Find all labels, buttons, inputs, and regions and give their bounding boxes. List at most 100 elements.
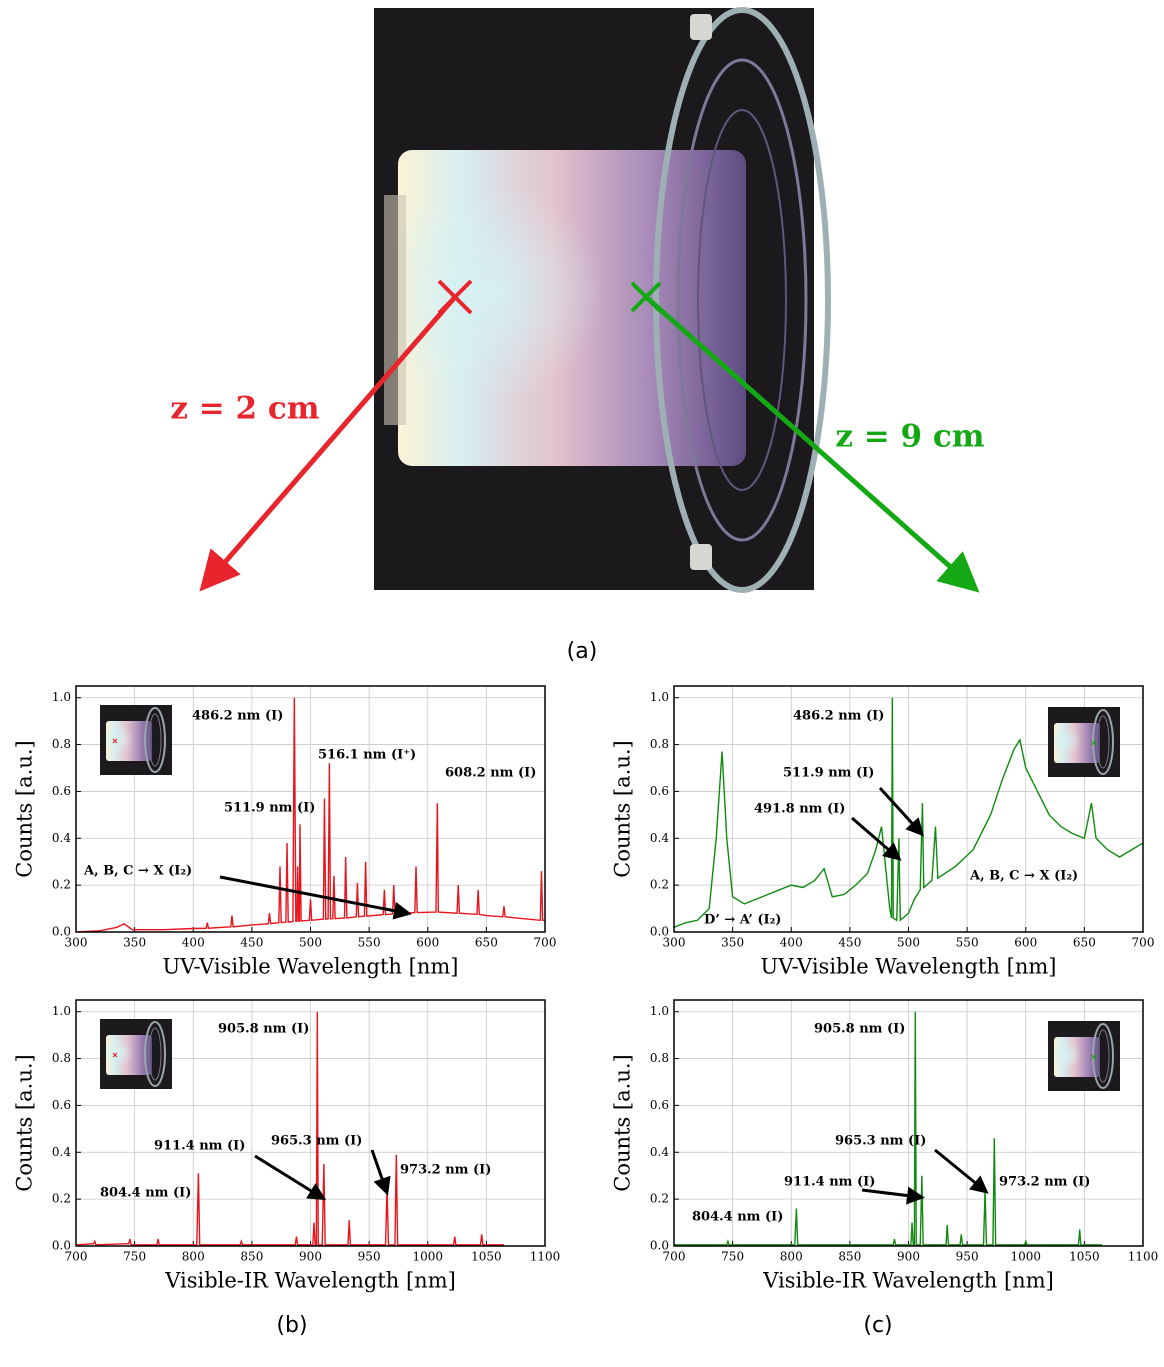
annotation: A, B, C → X (I₂): [83, 864, 192, 879]
y-tick-label: 0.4: [52, 1145, 71, 1159]
x-tick-label: 500: [897, 936, 920, 950]
x-axis-label: Visible-IR Wavelength [nm]: [762, 1269, 1054, 1293]
x-tick-label: 300: [65, 936, 88, 950]
arrow: [199, 295, 457, 592]
plot-frame: [673, 685, 1144, 933]
arrow: [644, 295, 980, 593]
y-tick-label: 0.6: [650, 1098, 669, 1112]
y-tick-label: 1.0: [650, 690, 669, 704]
y-tick-label: 0.8: [52, 1051, 71, 1065]
x-tick-label: 600: [1014, 936, 1037, 950]
x-tick-label: 700: [65, 1250, 88, 1264]
y-tick-label: 0.0: [650, 1239, 669, 1253]
annotation-arrow: [254, 1154, 327, 1201]
annotation: 486.2 nm (I): [793, 709, 884, 724]
y-tick-label: 0.2: [650, 878, 669, 892]
x-tick-label: 350: [721, 936, 744, 950]
annotation: 804.4 nm (I): [692, 1210, 783, 1225]
y-axis-label: Counts [a.u.]: [611, 740, 635, 877]
x-tick-label: 650: [475, 936, 498, 950]
x-tick-label: 900: [897, 1250, 920, 1264]
spectrum-line: [674, 697, 1143, 928]
photo: [374, 7, 831, 593]
inset-cross: [1091, 1054, 1097, 1060]
y-tick-label: 0.2: [52, 1192, 71, 1206]
annotation: 973.2 nm (I): [999, 1175, 1090, 1190]
x-tick-label: 300: [663, 936, 686, 950]
x-tick-label: 750: [123, 1250, 146, 1264]
panel-label: (b): [276, 1313, 307, 1338]
y-tick-label: 0.8: [650, 1051, 669, 1065]
annotation: 491.8 nm (I): [754, 802, 845, 817]
chart: 0.0 0.2 0.4 0.6 0.8 1.0 300 350 400 450 500 550 600 6…: [13, 685, 557, 979]
annotation-arrow: [934, 1148, 989, 1194]
inset-cross: [112, 738, 118, 744]
x-tick-label: 550: [956, 936, 979, 950]
y-tick-label: 1.0: [52, 1004, 71, 1018]
annotation: 911.4 nm (I): [784, 1175, 875, 1190]
spectrum-line: [674, 1011, 1102, 1246]
x-tick-label: 500: [299, 936, 322, 950]
x-tick-label: 800: [182, 1250, 205, 1264]
x-tick-label: 1000: [412, 1250, 443, 1264]
position-label: z = 2 cm: [170, 391, 319, 427]
x-tick-label: 1050: [1069, 1250, 1100, 1264]
y-axis-label: Counts [a.u.]: [611, 1054, 635, 1191]
x-tick-label: 750: [721, 1250, 744, 1264]
x-tick-label: 450: [838, 936, 861, 950]
panel-label: (c): [863, 1313, 892, 1338]
x-axis-label: Visible-IR Wavelength [nm]: [164, 1269, 456, 1293]
y-tick-label: 0.4: [650, 831, 669, 845]
spectrum-line: [76, 1011, 504, 1246]
annotation-arrow: [851, 816, 902, 861]
x-tick-label: 1050: [471, 1250, 502, 1264]
x-tick-label: 450: [240, 936, 263, 950]
annotation: 965.3 nm (I): [271, 1134, 362, 1149]
x-axis-label: UV-Visible Wavelength [nm]: [761, 955, 1057, 979]
y-tick-label: 0.6: [650, 784, 669, 798]
y-tick-label: 0.2: [52, 878, 71, 892]
annotation: 911.4 nm (I): [154, 1139, 245, 1154]
annotation: 965.3 nm (I): [835, 1134, 926, 1149]
spectrum-line: [76, 697, 545, 932]
plot-frame: [673, 999, 1144, 1247]
y-tick-label: 0.4: [650, 1145, 669, 1159]
annotation-arrow: [219, 875, 412, 920]
x-tick-label: 700: [534, 936, 557, 950]
y-tick-label: 1.0: [52, 690, 71, 704]
x-tick-label: 700: [1132, 936, 1155, 950]
inset-photo: [1048, 1021, 1120, 1091]
x-tick-label: 1100: [1128, 1250, 1159, 1264]
y-axis-label: Counts [a.u.]: [13, 1054, 37, 1191]
panel-label: (a): [567, 639, 598, 664]
plot-frame: [75, 999, 546, 1247]
y-tick-label: 1.0: [650, 1004, 669, 1018]
annotation: A, B, C → X (I₂): [969, 869, 1078, 884]
annotation-arrow: [861, 1186, 925, 1205]
y-tick-label: 0.0: [52, 925, 71, 939]
y-tick-label: 0.0: [650, 925, 669, 939]
x-axis-label: UV-Visible Wavelength [nm]: [163, 955, 459, 979]
chart: 0.0 0.2 0.4 0.6 0.8 1.0 700 750 800 850 900 950 1000…: [13, 999, 561, 1293]
annotation: 511.9 nm (I): [224, 801, 315, 816]
x-tick-label: 1100: [530, 1250, 561, 1264]
y-axis-label: Counts [a.u.]: [13, 740, 37, 877]
y-tick-label: 0.0: [52, 1239, 71, 1253]
x-tick-label: 950: [358, 1250, 381, 1264]
y-tick-label: 0.4: [52, 831, 71, 845]
x-tick-label: 850: [838, 1250, 861, 1264]
y-tick-label: 0.6: [52, 784, 71, 798]
annotation-arrow: [878, 786, 925, 837]
annotation: 511.9 nm (I): [783, 766, 874, 781]
x-tick-label: 900: [299, 1250, 322, 1264]
annotation: 608.2 nm (I): [445, 766, 536, 781]
plot-frame: [75, 685, 546, 933]
x-tick-label: 800: [780, 1250, 803, 1264]
annotation: 905.8 nm (I): [218, 1022, 309, 1037]
inset-photo: [1048, 707, 1120, 777]
x-tick-label: 950: [956, 1250, 979, 1264]
inset-cross: [1091, 740, 1097, 746]
annotation: D’ → A’ (I₂): [704, 913, 781, 928]
annotation: 516.1 nm (I⁺): [318, 748, 416, 763]
chart: 0.0 0.2 0.4 0.6 0.8 1.0 700 750 800 850 900 950 1000…: [611, 999, 1159, 1293]
